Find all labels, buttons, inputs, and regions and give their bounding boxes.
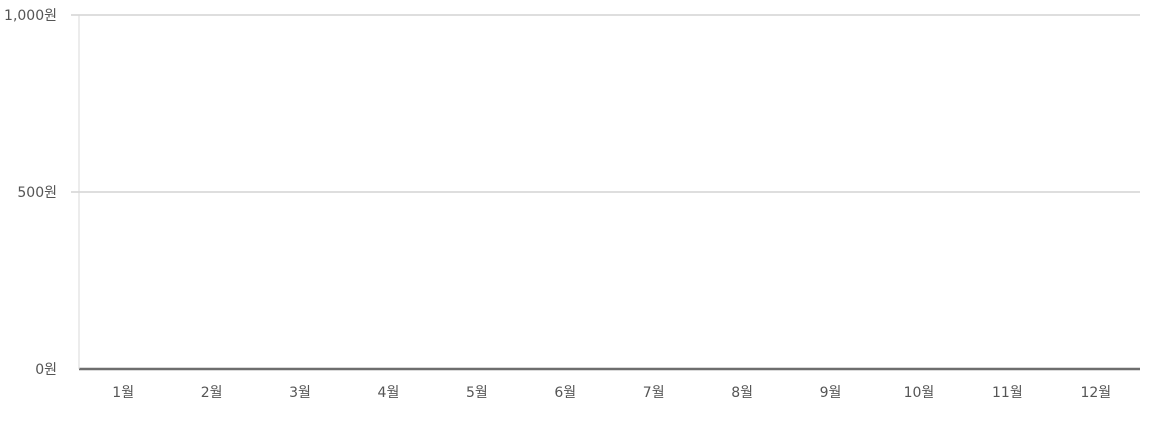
- x-tick-label: 10월: [904, 385, 935, 401]
- x-tick-labels: 1월 2월 3월 4월 5월 6월 7월 8월 9월 10월 11월 12월: [112, 385, 1111, 401]
- grid-layer: [71, 14, 1140, 371]
- x-tick-label: 5월: [466, 385, 488, 401]
- x-tick-label: 12월: [1080, 385, 1111, 401]
- y-tick-label: 1,000원: [4, 8, 57, 24]
- x-tick-label: 1월: [112, 385, 134, 401]
- x-tick-label: 4월: [378, 385, 400, 401]
- x-tick-label: 7월: [643, 385, 665, 401]
- x-tick-label: 6월: [554, 385, 576, 401]
- y-tick-label: 500원: [17, 185, 57, 201]
- x-tick-label: 3월: [289, 385, 311, 401]
- x-tick-label: 2월: [201, 385, 223, 401]
- y-tick-label: 0원: [35, 362, 57, 378]
- x-tick-label: 11월: [992, 385, 1023, 401]
- x-tick-label: 9월: [820, 385, 842, 401]
- y-tick-labels: 0원 500원 1,000원: [4, 8, 57, 378]
- x-tick-label: 8월: [731, 385, 753, 401]
